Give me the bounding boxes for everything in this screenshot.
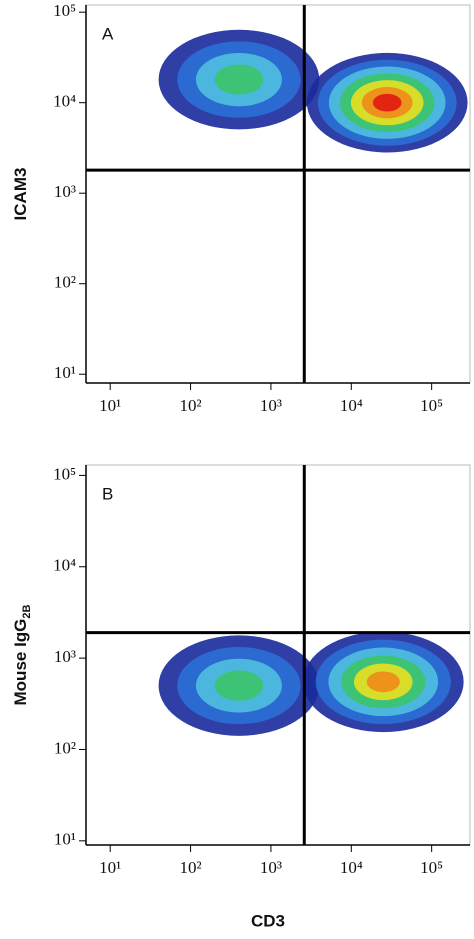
y-tick-label: 10⁴ (53, 556, 76, 575)
y-axis-label-text: Mouse IgG (11, 619, 30, 706)
y-axis-label: ICAM3 (11, 168, 30, 221)
y-axis-label: Mouse IgG2B (11, 604, 32, 705)
density-level (372, 93, 402, 112)
x-tick-label: 10⁵ (420, 858, 443, 877)
x-tick-label: 10³ (260, 858, 282, 877)
x-tick-label: 10³ (260, 396, 282, 415)
x-tick-label: 10⁴ (340, 858, 363, 877)
x-tick-label: 10² (180, 858, 202, 877)
y-axis-label-text: ICAM3 (11, 168, 30, 221)
panel-label: A (102, 24, 114, 43)
panel-label: B (102, 484, 113, 503)
y-tick-label: 10¹ (54, 830, 76, 849)
density-level (214, 670, 264, 701)
x-tick-label: 10¹ (99, 396, 121, 415)
density-level (366, 671, 400, 693)
y-tick-label: 10³ (54, 647, 76, 666)
y-tick-label: 10¹ (54, 363, 76, 382)
y-tick-label: 10⁵ (53, 1, 76, 20)
x-tick-label: 10⁵ (420, 396, 443, 415)
y-tick-label: 10² (54, 738, 76, 757)
y-axis-label-sub: 2B (21, 604, 33, 618)
density-level (214, 64, 264, 95)
y-tick-label: 10² (54, 273, 76, 292)
x-tick-label: 10⁴ (340, 396, 363, 415)
x-tick-label: 10¹ (99, 858, 121, 877)
x-axis-label: CD3 (251, 911, 285, 930)
y-tick-label: 10³ (54, 182, 76, 201)
y-tick-label: 10⁵ (53, 464, 76, 483)
x-tick-label: 10² (180, 396, 202, 415)
y-tick-label: 10⁴ (53, 92, 76, 111)
